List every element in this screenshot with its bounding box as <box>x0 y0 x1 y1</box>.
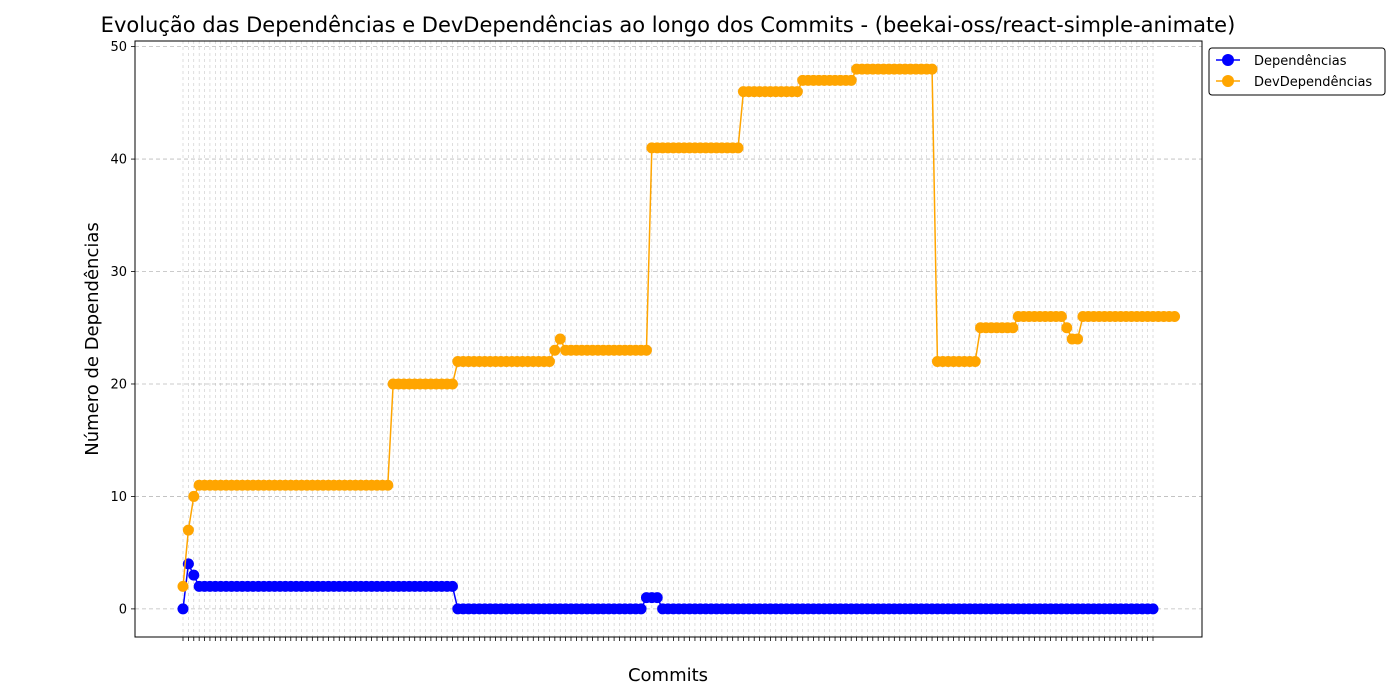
x-axis-label: Commits <box>628 665 708 686</box>
y-tick-label: 20 <box>110 377 127 392</box>
legend-label-dependencias: Dependências <box>1254 54 1347 69</box>
series-dependencias <box>177 558 1159 615</box>
y-tick-label: 30 <box>110 265 127 280</box>
data-point <box>1055 311 1067 323</box>
data-point <box>543 355 555 367</box>
y-axis-ticks: 0 10 20 30 40 50 <box>110 40 135 617</box>
data-point <box>182 524 194 536</box>
data-point <box>554 333 566 345</box>
data-point <box>188 569 200 581</box>
data-point <box>188 490 200 502</box>
data-point <box>549 344 561 356</box>
data-point <box>446 580 458 592</box>
data-point <box>1061 322 1073 334</box>
data-point <box>1169 311 1181 323</box>
legend-marker-dependencias <box>1222 54 1234 66</box>
series-devdependencias <box>177 63 1181 592</box>
y-tick-label: 40 <box>110 153 127 168</box>
data-point <box>177 603 189 615</box>
data-series <box>177 63 1181 615</box>
data-point <box>635 603 647 615</box>
data-point <box>926 63 938 75</box>
y-tick-label: 50 <box>110 40 127 55</box>
legend-marker-devdependencias <box>1222 75 1234 87</box>
data-point <box>177 580 189 592</box>
data-point <box>969 355 981 367</box>
data-point <box>446 378 458 390</box>
x-axis-ticks <box>182 637 1154 641</box>
grid-lines <box>135 41 1202 637</box>
data-point <box>1147 603 1159 615</box>
data-point <box>651 592 663 604</box>
chart-title: Evolução das Dependências e DevDependênc… <box>101 13 1236 37</box>
data-point <box>640 344 652 356</box>
data-point <box>1007 322 1019 334</box>
data-point <box>791 86 803 98</box>
data-point <box>1072 333 1084 345</box>
y-axis-label: Número de Dependências <box>82 222 103 456</box>
data-point <box>382 479 394 491</box>
legend-label-devdependencias: DevDependências <box>1254 75 1372 90</box>
y-tick-label: 10 <box>110 490 127 505</box>
data-point <box>732 142 744 154</box>
y-tick-label: 0 <box>119 602 127 617</box>
legend: Dependências DevDependências <box>1208 47 1386 96</box>
plot-area-frame <box>134 40 1203 638</box>
data-point <box>845 74 857 86</box>
legend-frame <box>1208 47 1386 96</box>
